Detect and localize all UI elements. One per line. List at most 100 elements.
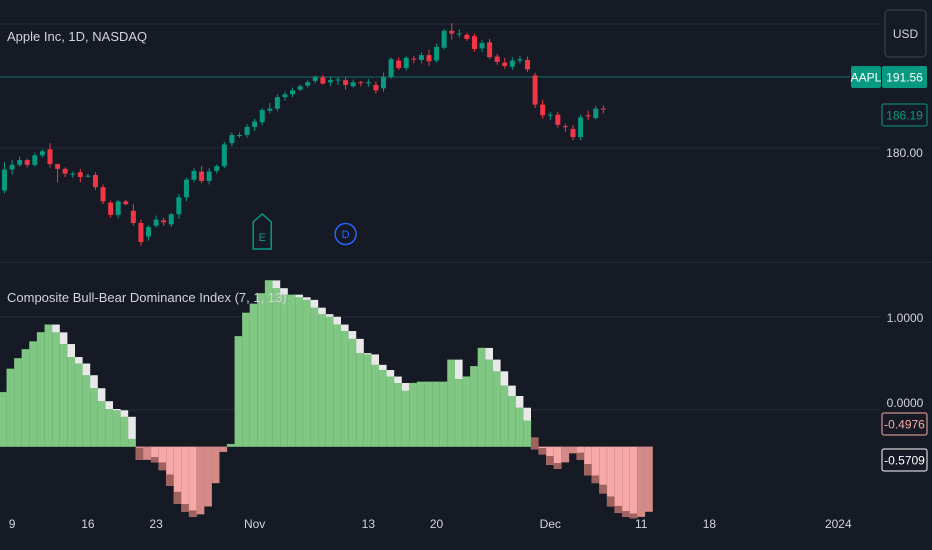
histogram-bar	[242, 312, 250, 447]
histogram-bar	[204, 446, 212, 507]
grid-lines	[0, 23, 880, 318]
indicator-value-tag-2: -0.5709	[881, 448, 928, 472]
candle	[578, 114, 584, 141]
candle	[55, 163, 61, 183]
secondary-price-label: 186.19	[886, 109, 923, 123]
histogram-bar	[318, 307, 326, 447]
histogram-bar	[386, 370, 395, 447]
histogram-bar	[173, 446, 182, 504]
histogram-bar	[74, 357, 83, 447]
currency-button[interactable]: USD	[884, 9, 927, 58]
histogram-bar	[454, 359, 463, 447]
histogram-bar	[614, 446, 623, 514]
histogram-bar	[492, 359, 501, 447]
candle	[123, 200, 129, 206]
histogram-bar	[295, 294, 304, 447]
candle	[62, 167, 68, 177]
histogram-bar	[424, 381, 433, 447]
candle	[176, 193, 182, 219]
currency-label: USD	[893, 27, 919, 41]
candle	[305, 80, 311, 88]
histogram-bar	[52, 324, 60, 447]
candle	[517, 55, 523, 64]
candle	[570, 124, 576, 141]
histogram-bar	[302, 297, 311, 447]
earnings-marker[interactable]: E	[252, 212, 272, 250]
time-axis-label: 2024	[825, 517, 852, 531]
candle	[153, 215, 159, 228]
histogram-bar	[29, 341, 38, 447]
histogram-bar	[264, 280, 273, 447]
histogram-bar	[439, 381, 448, 447]
candle	[327, 76, 333, 87]
candle	[600, 105, 606, 114]
histogram-bar	[530, 437, 539, 450]
histogram-bar	[36, 332, 45, 447]
histogram-bar	[447, 359, 456, 447]
symbol-price-tag: AAPL	[851, 66, 882, 88]
histogram-bar	[325, 314, 334, 447]
histogram-bar	[234, 336, 243, 447]
histogram-bar	[135, 446, 144, 460]
candle	[585, 110, 591, 121]
histogram-bar	[363, 353, 372, 447]
time-axis-label: Dec	[540, 517, 561, 531]
indicator-value-tag-1: -0.4976	[881, 412, 928, 436]
candle	[464, 32, 470, 41]
indicator-value-label-2: -0.5709	[884, 454, 925, 468]
histogram-bar	[546, 446, 554, 466]
candle	[547, 112, 553, 121]
candle	[562, 123, 568, 132]
candle	[320, 74, 326, 85]
histogram-bar	[21, 349, 30, 447]
candle	[236, 132, 242, 138]
candle	[297, 84, 303, 92]
candle	[532, 72, 538, 108]
candle	[396, 57, 402, 71]
candle	[343, 77, 349, 90]
histogram-bar	[90, 375, 98, 447]
time-axis-label: 20	[430, 517, 444, 531]
histogram-bar	[378, 364, 387, 447]
candle	[509, 57, 515, 71]
candle	[108, 200, 114, 218]
histogram-bar	[226, 443, 235, 447]
candlestick-series	[2, 23, 606, 247]
candle	[449, 23, 455, 40]
candle	[229, 132, 235, 147]
histogram-bar	[67, 344, 76, 447]
candle	[2, 162, 7, 194]
histogram-bar	[6, 368, 15, 447]
time-axis-label: 18	[703, 517, 717, 531]
candle	[47, 143, 53, 168]
candle	[494, 53, 500, 65]
candle	[92, 172, 98, 190]
histogram-bar	[97, 388, 106, 447]
candle	[274, 94, 280, 112]
histogram-bar	[553, 446, 562, 469]
histogram-bar	[14, 358, 22, 447]
histogram-bar	[462, 376, 471, 447]
histogram-bar	[0, 391, 7, 447]
histogram-bar	[356, 338, 364, 447]
indicator-axis-tick-1: 1.0000	[887, 311, 924, 325]
candle	[290, 87, 296, 98]
candle	[130, 204, 136, 226]
candle	[381, 72, 386, 92]
histogram-bar	[599, 446, 608, 494]
histogram-bar	[143, 446, 152, 460]
candle	[77, 168, 83, 183]
dividend-marker[interactable]: D	[334, 222, 357, 246]
candle	[555, 112, 561, 128]
earnings-marker-letter: E	[259, 232, 266, 244]
candle	[70, 171, 76, 178]
candle	[138, 219, 144, 247]
time-axis-label: 11	[635, 517, 648, 531]
candle	[191, 168, 197, 183]
candle	[282, 91, 288, 101]
histogram-bar	[272, 280, 281, 447]
last-price-label: 191.56	[886, 71, 923, 85]
indicator-histogram	[0, 280, 653, 519]
